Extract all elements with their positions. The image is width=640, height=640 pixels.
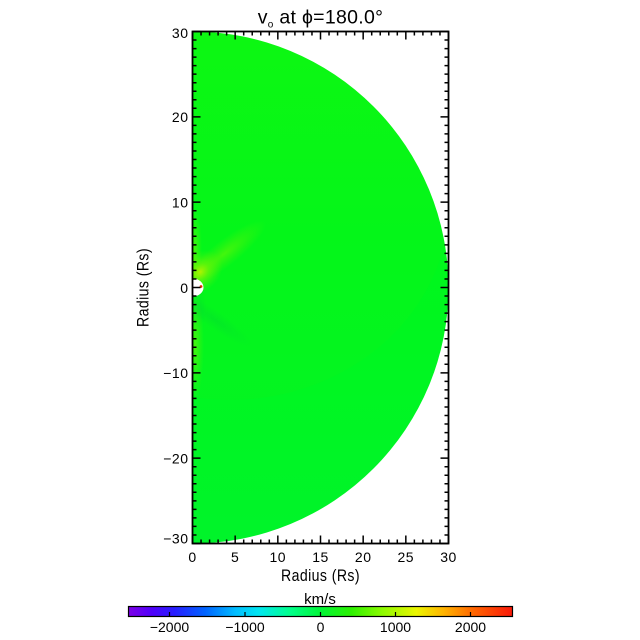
svg-text:0: 0 <box>317 619 325 635</box>
svg-text:15: 15 <box>312 549 329 565</box>
svg-text:km/s: km/s <box>304 591 336 608</box>
svg-text:25: 25 <box>398 549 415 565</box>
svg-text:0: 0 <box>180 280 188 296</box>
svg-text:−10: −10 <box>163 365 188 381</box>
svg-text:20: 20 <box>355 549 372 565</box>
svg-text:Radius (Rs): Radius (Rs) <box>281 566 360 585</box>
svg-text:5: 5 <box>231 549 239 565</box>
svg-text:2000: 2000 <box>455 619 486 635</box>
svg-text:10: 10 <box>172 195 189 211</box>
svg-text:30: 30 <box>440 549 457 565</box>
svg-text:−1000: −1000 <box>225 619 265 635</box>
svg-text:Radius (Rs): Radius (Rs) <box>134 248 153 327</box>
svg-text:−2000: −2000 <box>150 619 190 635</box>
svg-text:−20: −20 <box>163 451 188 467</box>
svg-text:0: 0 <box>188 549 196 565</box>
svg-text:20: 20 <box>172 109 189 125</box>
svg-text:1000: 1000 <box>380 619 411 635</box>
svg-text:10: 10 <box>270 549 287 565</box>
svg-text:30: 30 <box>172 25 189 41</box>
svg-text:vo at ϕ=180.0°: vo at ϕ=180.0° <box>258 7 384 31</box>
svg-text:−30: −30 <box>163 530 188 546</box>
